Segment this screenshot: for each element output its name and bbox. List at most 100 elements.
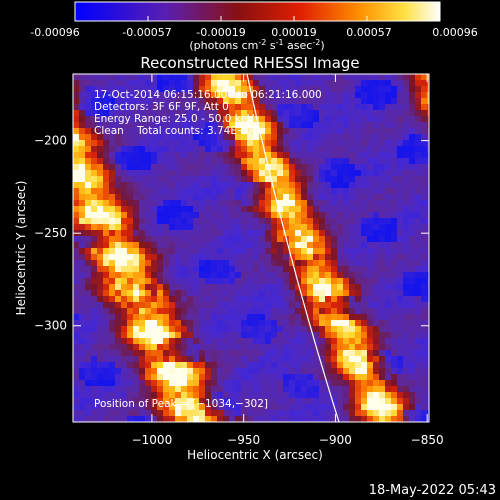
heatmap-cell	[337, 176, 344, 183]
heatmap-cell	[235, 350, 242, 357]
heatmap-cell	[247, 350, 254, 357]
heatmap-cell	[241, 170, 248, 177]
heatmap-cell	[169, 272, 176, 279]
heatmap-cell	[73, 398, 80, 405]
heatmap-cell	[109, 266, 116, 273]
heatmap-cell	[193, 158, 200, 165]
heatmap-cell	[421, 344, 428, 351]
heatmap-cell	[289, 392, 296, 399]
heatmap-cell	[235, 182, 242, 189]
heatmap-cell	[151, 332, 158, 339]
heatmap-cell	[199, 308, 206, 315]
heatmap-cell	[325, 284, 332, 291]
heatmap-cell	[283, 368, 290, 375]
heatmap-cell	[421, 188, 428, 195]
heatmap-cell	[187, 332, 194, 339]
heatmap-cell	[109, 374, 116, 381]
heatmap-cell	[301, 320, 308, 327]
heatmap-cell	[247, 92, 254, 99]
heatmap-cell	[349, 380, 356, 387]
heatmap-cell	[121, 368, 128, 375]
heatmap-cell	[355, 224, 362, 231]
heatmap-cell	[235, 212, 242, 219]
heatmap-cell	[415, 284, 422, 291]
peak-position-label: Position of Peak = [−1034,−302]	[94, 398, 268, 410]
heatmap-cell	[325, 362, 332, 369]
heatmap-cell	[163, 386, 170, 393]
heatmap-cell	[313, 212, 320, 219]
heatmap-cell	[271, 332, 278, 339]
heatmap-cell	[265, 104, 272, 111]
heatmap-cell	[115, 140, 122, 147]
heatmap-cell	[283, 290, 290, 297]
heatmap-cell	[289, 290, 296, 297]
heatmap-cell	[127, 170, 134, 177]
heatmap-cell	[349, 350, 356, 357]
heatmap-cell	[211, 140, 218, 147]
heatmap-cell	[157, 284, 164, 291]
heatmap-cell	[181, 212, 188, 219]
heatmap-cell	[229, 386, 236, 393]
heatmap-cell	[109, 80, 116, 87]
heatmap-cell	[229, 284, 236, 291]
heatmap-cell	[91, 104, 98, 111]
heatmap-cell	[241, 134, 248, 141]
heatmap-cell	[427, 236, 429, 243]
heatmap-cell	[265, 218, 272, 225]
heatmap-cell	[79, 152, 86, 159]
heatmap-cell	[79, 332, 86, 339]
heatmap-cell	[361, 200, 368, 207]
heatmap-cell	[403, 362, 410, 369]
heatmap-cell	[187, 92, 194, 99]
heatmap-cell	[187, 230, 194, 237]
heatmap-cell	[355, 188, 362, 195]
heatmap-cell	[421, 248, 428, 255]
heatmap-cell	[127, 338, 134, 345]
heatmap-cell	[397, 338, 404, 345]
heatmap-cell	[151, 302, 158, 309]
heatmap-cell	[277, 116, 284, 123]
heatmap-cell	[343, 110, 350, 117]
heatmap-cell	[193, 410, 200, 417]
heatmap-cell	[127, 416, 134, 422]
heatmap-cell	[337, 398, 344, 405]
heatmap-cell	[265, 272, 272, 279]
heatmap-cell	[259, 86, 266, 93]
heatmap-cell	[283, 146, 290, 153]
heatmap-cell	[217, 272, 224, 279]
heatmap-cell	[235, 410, 242, 417]
heatmap-cell	[181, 92, 188, 99]
heatmap-cell	[199, 374, 206, 381]
heatmap-cell	[151, 176, 158, 183]
heatmap-cell	[289, 116, 296, 123]
heatmap-cell	[73, 194, 80, 201]
colorbar-tick-labels: -0.00096 -0.00057 -0.00019 0.00019 0.000…	[30, 26, 477, 39]
heatmap-cell	[223, 266, 230, 273]
heatmap-cell	[91, 308, 98, 315]
heatmap-cell	[169, 206, 176, 213]
heatmap-cell	[349, 128, 356, 135]
heatmap-cell	[415, 344, 422, 351]
heatmap-cell	[73, 392, 80, 399]
heatmap-cell	[181, 146, 188, 153]
heatmap-cell	[187, 164, 194, 171]
heatmap-cell	[79, 284, 86, 291]
heatmap-cell	[187, 338, 194, 345]
heatmap-cell	[409, 140, 416, 147]
heatmap-cell	[301, 362, 308, 369]
heatmap-cell	[361, 272, 368, 279]
heatmap-cell	[133, 128, 140, 135]
heatmap-cell	[133, 116, 140, 123]
heatmap-cell	[145, 116, 152, 123]
heatmap-cell	[163, 170, 170, 177]
heatmap-cell	[163, 200, 170, 207]
colorbar-tick-label: 0.00096	[432, 26, 478, 39]
heatmap-cell	[271, 320, 278, 327]
heatmap-cell	[97, 368, 104, 375]
heatmap-cell	[241, 392, 248, 399]
heatmap-cell	[427, 242, 429, 249]
heatmap-cell	[385, 128, 392, 135]
heatmap-cell	[163, 116, 170, 123]
heatmap-cell	[337, 344, 344, 351]
